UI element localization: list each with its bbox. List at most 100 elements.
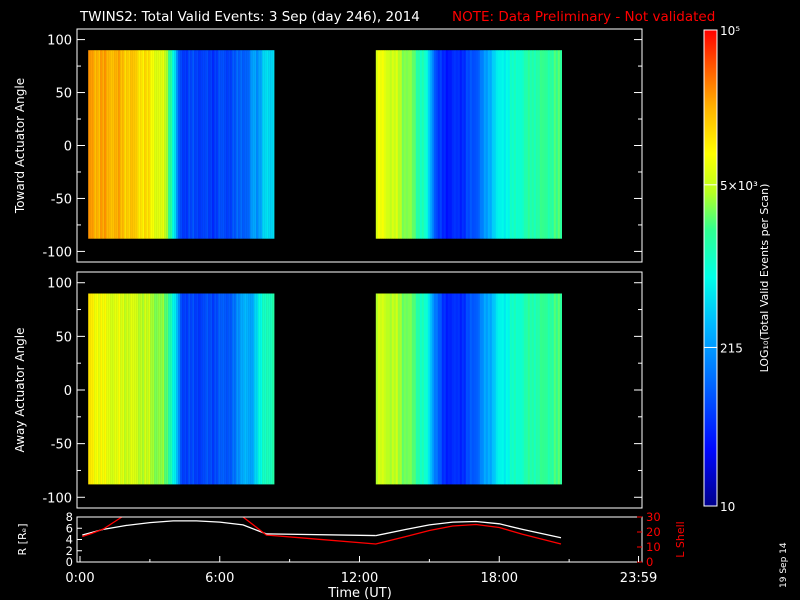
heatmap-column (547, 50, 550, 239)
heatmap-column (142, 293, 145, 485)
heatmap-column (517, 50, 520, 239)
heatmap-column (192, 50, 195, 239)
heatmap-column (439, 293, 442, 485)
heatmap-column (236, 293, 239, 485)
heatmap-column (120, 50, 123, 239)
heatmap-column (433, 50, 436, 239)
heatmap-column (172, 50, 175, 239)
heatmap-column (140, 50, 143, 239)
heatmap-column (445, 293, 448, 485)
heatmap-column (393, 293, 396, 485)
heatmap-column (529, 50, 532, 239)
heatmap-column (429, 50, 432, 239)
heatmap-column (96, 293, 99, 485)
heatmap-column (393, 50, 396, 239)
heatmap-column (186, 50, 189, 239)
heatmap-column (224, 50, 227, 239)
heatmap-column (204, 50, 207, 239)
heatmap-column (549, 293, 552, 485)
heatmap-column (513, 50, 516, 239)
heatmap-column (144, 50, 147, 239)
heatmap-segment (375, 293, 562, 485)
heatmap-column (228, 293, 231, 485)
heatmap-column (196, 293, 199, 485)
heatmap-column (190, 50, 193, 239)
heatmap-column (188, 50, 191, 239)
heatmap-column (493, 50, 496, 239)
heatmap-column (451, 50, 454, 239)
heatmap-column (375, 50, 378, 239)
lshell-line (82, 516, 123, 538)
heatmap-column (399, 293, 402, 485)
heatmap-column (158, 293, 161, 485)
x-tick-label: 18:00 (481, 571, 518, 586)
heatmap-column (124, 50, 127, 239)
heatmap-column (469, 50, 472, 239)
heatmap-column (409, 50, 412, 239)
heatmap-column (226, 293, 229, 485)
preliminary-note: NOTE: Data Preliminary - Not validated (452, 9, 715, 25)
heatmap-column (507, 293, 510, 485)
toward-actuator-panel: 100 50 0 -50 -100 Toward Actuator Angle (13, 28, 643, 263)
heatmap-column (190, 293, 193, 485)
heatmap-column (146, 50, 149, 239)
heatmap-column (505, 50, 508, 239)
heatmap-column (465, 293, 468, 485)
heatmap-column (417, 293, 420, 485)
heatmap-column (180, 293, 183, 485)
heatmap-column (389, 50, 392, 239)
heatmap-column (178, 50, 181, 239)
heatmap-column (425, 293, 428, 485)
heatmap-column (427, 50, 430, 239)
heatmap-column (122, 50, 125, 239)
heatmap-column (419, 293, 422, 485)
heatmap-column (134, 293, 137, 485)
heatmap-column (98, 293, 101, 485)
heatmap-column (499, 293, 502, 485)
heatmap-segment (375, 50, 562, 239)
heatmap-column (144, 293, 147, 485)
heatmap-column (423, 293, 426, 485)
y-axis-label: Toward Actuator Angle (13, 78, 27, 214)
heatmap-column (477, 50, 480, 239)
heatmap-column (481, 293, 484, 485)
heatmap-column (164, 50, 167, 239)
heatmap-column (112, 50, 115, 239)
heatmap-column (208, 293, 211, 485)
heatmap-column (555, 50, 558, 239)
heatmap-column (391, 293, 394, 485)
heatmap-column (118, 293, 121, 485)
heatmap-column (447, 293, 450, 485)
heatmap-column (264, 50, 267, 239)
heatmap-column (260, 50, 263, 239)
heatmap-column (252, 293, 255, 485)
heatmap-column (154, 293, 157, 485)
heatmap-column (403, 293, 406, 485)
heatmap-column (531, 293, 534, 485)
heatmap-column (437, 50, 440, 239)
heatmap-column (266, 50, 269, 239)
heatmap-column (212, 293, 215, 485)
heatmap-column (451, 293, 454, 485)
heatmap-column (551, 293, 554, 485)
heatmap-column (535, 293, 538, 485)
heatmap-column (485, 293, 488, 485)
heatmap-column (152, 293, 155, 485)
heatmap-column (252, 50, 255, 239)
heatmap-column (399, 50, 402, 239)
heatmap-column (469, 293, 472, 485)
heatmap-column (140, 293, 143, 485)
heatmap-column (246, 293, 249, 485)
heatmap-column (178, 293, 181, 485)
y-tick-label: 0 (64, 384, 72, 399)
radius-line (375, 520, 562, 539)
heatmap-column (108, 50, 111, 239)
lshell-line (242, 516, 562, 545)
heatmap-column (415, 50, 418, 239)
heatmap-column (108, 293, 111, 485)
heatmap-column (557, 293, 560, 485)
heatmap-column (156, 293, 159, 485)
heatmap-column (479, 50, 482, 239)
right-tick-label: 20 (646, 525, 661, 539)
x-axis-label: Time (UT) (327, 586, 392, 600)
